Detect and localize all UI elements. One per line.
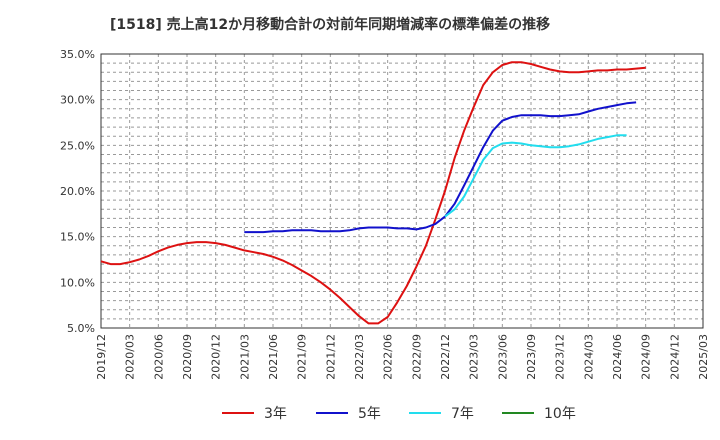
legend-swatch	[222, 412, 254, 414]
y-tick-label: 35.0%	[60, 48, 95, 61]
x-tick-label: 2022/12	[439, 334, 452, 380]
x-tick-label: 2024/12	[668, 334, 681, 380]
legend-label: 3年	[264, 406, 287, 422]
y-tick-labels: 5.0% 10.0% 15.0% 20.0% 25.0% 30.0% 35.0%	[60, 48, 95, 335]
legend-item: 5年	[316, 403, 381, 423]
x-tick-label: 2023/09	[525, 334, 538, 380]
series-line-3年	[100, 61, 646, 325]
x-tick-label: 2020/03	[124, 334, 137, 380]
x-tick-label: 2024/06	[611, 334, 624, 380]
x-tick-label: 2024/03	[582, 334, 595, 380]
x-tick-label: 2022/09	[410, 334, 423, 380]
y-tick-label: 5.0%	[67, 322, 95, 335]
plot-frame	[100, 53, 704, 329]
x-tick-labels: 2019/12 2020/03 2020/06 2020/09 2020/12 2021/…	[95, 334, 710, 380]
y-tick-label: 20.0%	[60, 185, 95, 198]
x-tick-label: 2020/12	[210, 334, 223, 380]
series-line-7年	[444, 134, 627, 218]
legend-item: 3年	[222, 403, 287, 423]
x-tick-label: 2019/12	[95, 334, 108, 380]
series-line-5年	[244, 101, 637, 234]
legend-swatch	[502, 412, 534, 414]
x-tick-label: 2025/03	[697, 334, 710, 380]
y-tick-label: 10.0%	[60, 276, 95, 289]
legend-label: 5年	[358, 406, 381, 422]
legend-swatch	[409, 412, 441, 414]
x-tick-label: 2023/06	[496, 334, 509, 380]
legend-label: 7年	[451, 406, 474, 422]
y-tick-label: 15.0%	[60, 231, 95, 244]
x-tick-label: 2021/09	[296, 334, 309, 380]
x-tick-label: 2022/06	[382, 334, 395, 380]
x-tick-label: 2021/03	[238, 334, 251, 380]
y-tick-label: 25.0%	[60, 139, 95, 152]
legend: 3年 5年 7年 10年	[0, 406, 720, 431]
x-tick-label: 2023/03	[468, 334, 481, 380]
x-tick-label: 2021/06	[267, 334, 280, 380]
x-tick-label: 2023/12	[554, 334, 567, 380]
x-tick-label: 2020/09	[181, 334, 194, 380]
legend-swatch	[316, 412, 348, 414]
series-lines	[100, 61, 646, 325]
x-tick-label: 2024/09	[640, 334, 653, 380]
x-tick-label: 2022/03	[353, 334, 366, 380]
legend-item: 7年	[409, 403, 474, 423]
chart-title: [1518] 売上高12か月移動合計の対前年同期増減率の標準偏差の推移	[110, 17, 551, 33]
x-tick-label: 2020/06	[152, 334, 165, 380]
legend-item: 10年	[502, 403, 576, 423]
y-tick-label: 30.0%	[60, 94, 95, 107]
x-tick-label: 2021/12	[324, 334, 337, 380]
legend-label: 10年	[544, 406, 576, 422]
grid-lines	[100, 53, 704, 329]
